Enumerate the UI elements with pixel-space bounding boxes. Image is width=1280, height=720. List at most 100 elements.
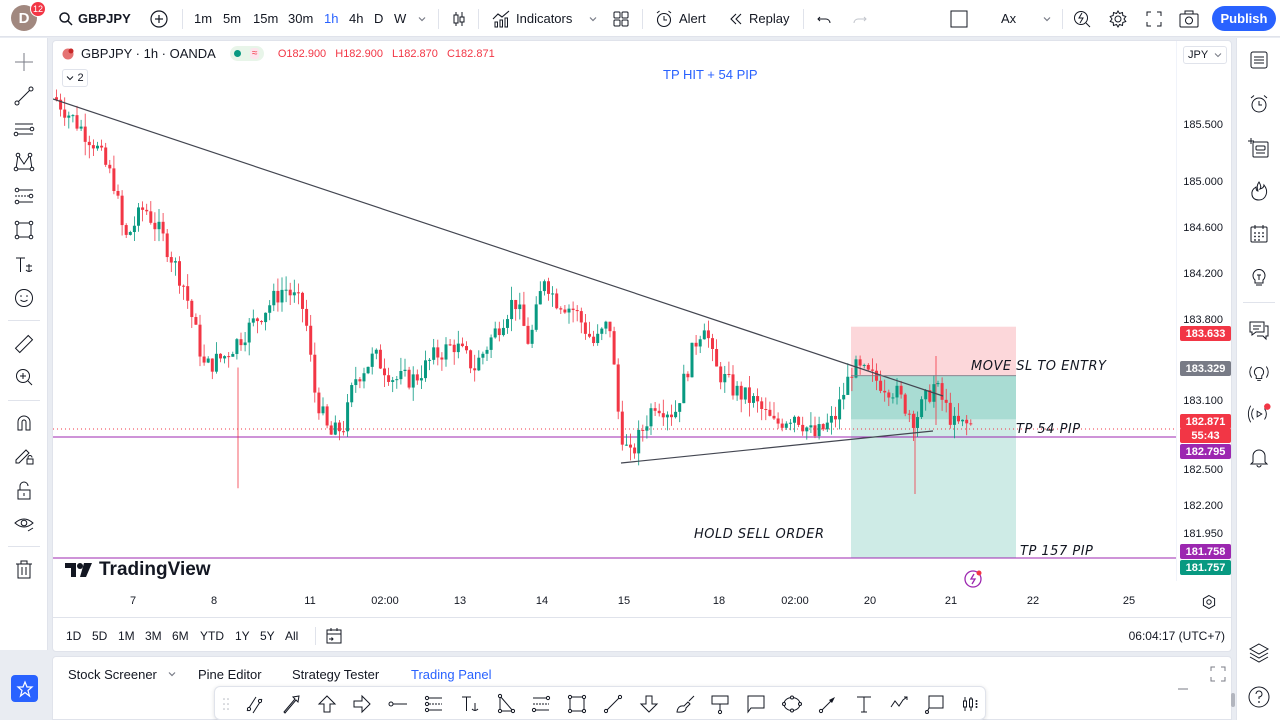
live-streams-button[interactable] (1247, 402, 1271, 426)
indicators-dropdown[interactable] (588, 0, 598, 37)
text-tool[interactable] (852, 692, 876, 716)
tp54-annotation[interactable]: TP 54 PIP (1016, 422, 1081, 437)
alerts-button[interactable] (1247, 92, 1271, 116)
indicators-button[interactable]: Indicators (491, 0, 572, 37)
fullscreen-button[interactable] (1145, 0, 1163, 37)
anchored-text-tool[interactable] (458, 692, 482, 716)
object-tree-button[interactable] (1247, 136, 1271, 160)
interval-15m[interactable]: 15m (253, 11, 279, 26)
stop-loss-zone[interactable] (851, 326, 1016, 376)
interval-1m[interactable]: 1m (194, 11, 213, 26)
interval-5m[interactable]: 5m (223, 11, 242, 26)
pattern-tool[interactable] (12, 150, 36, 174)
events-button[interactable] (963, 568, 985, 590)
tab-trading-panel[interactable]: Trading Panel (411, 667, 492, 682)
zoom-in-tool[interactable] (12, 365, 36, 389)
interval-1h[interactable]: 1h (324, 11, 339, 26)
maximize-panel-button[interactable] (1209, 665, 1227, 683)
remove-drawings-tool[interactable] (12, 558, 36, 582)
currency-select[interactable]: JPY (1183, 46, 1227, 64)
layout-dropdown[interactable] (1042, 0, 1052, 37)
stay-in-drawing-mode-tool[interactable] (12, 444, 36, 468)
price-axis[interactable]: JPY 185.500 185.000 184.600 184.200 183.800 1… (1176, 41, 1231, 581)
tradingview-logo[interactable]: TradingView (65, 559, 211, 581)
crosshair-tool[interactable] (12, 50, 36, 74)
ideas-button[interactable] (1247, 265, 1271, 289)
replay-button[interactable]: Replay (728, 0, 789, 37)
trendline-tool[interactable] (12, 84, 36, 108)
settings-button[interactable] (1108, 0, 1128, 37)
arrow-marker-tool[interactable] (279, 692, 303, 716)
range-5y[interactable]: 5Y (260, 629, 275, 643)
minimize-panel-button[interactable] (1176, 677, 1190, 691)
move-sl-annotation[interactable]: MOVE SL TO ENTRY (971, 359, 1107, 374)
clock-timezone[interactable]: 06:04:17 (UTC+7) (1128, 629, 1225, 643)
drag-handle[interactable] (219, 692, 233, 716)
go-to-date-button[interactable] (325, 627, 343, 645)
chats-button[interactable] (1247, 318, 1271, 342)
note-tool[interactable] (923, 692, 947, 716)
alert-button[interactable]: Alert (654, 0, 706, 37)
triangle-pattern-tool[interactable] (494, 692, 518, 716)
layout-name[interactable]: Ax (1001, 0, 1016, 37)
streams-button[interactable] (1247, 361, 1271, 385)
interval-dropdown[interactable] (417, 0, 427, 37)
quick-search-flash-button[interactable] (1072, 0, 1092, 37)
tp157-annotation[interactable]: TP 157 PIP (1020, 544, 1094, 559)
path-tool[interactable] (887, 692, 911, 716)
quick-search-button[interactable] (950, 0, 968, 37)
arrow-line-tool[interactable] (816, 692, 840, 716)
arrow-up-tool[interactable] (315, 692, 339, 716)
measure-tool[interactable] (12, 332, 36, 356)
symbol-search-button[interactable]: GBPJPY (58, 0, 131, 37)
magnet-tool[interactable] (12, 411, 36, 435)
range-1y[interactable]: 1Y (235, 629, 250, 643)
calendar-button[interactable] (1247, 222, 1271, 246)
price-chart[interactable] (53, 41, 1176, 581)
range-1m[interactable]: 1M (118, 629, 135, 643)
time-axis[interactable]: 7 8 11 02:00 13 14 15 18 02:00 20 21 22 25 (53, 589, 1176, 613)
tab-pine-editor[interactable]: Pine Editor (198, 667, 262, 682)
brush-tool[interactable] (673, 692, 697, 716)
rectangle-tool[interactable] (12, 218, 36, 242)
axis-settings-button[interactable] (1201, 594, 1217, 610)
range-ytd[interactable]: YTD (200, 629, 224, 643)
range-1d[interactable]: 1D (66, 629, 82, 643)
range-3m[interactable]: 3M (145, 629, 162, 643)
panel-scrollbar[interactable] (1231, 693, 1235, 707)
fib-retracement-tool[interactable] (529, 692, 553, 716)
layers-button[interactable] (1247, 641, 1271, 665)
compare-symbol-button[interactable] (149, 0, 169, 37)
lock-drawings-tool[interactable] (12, 479, 36, 503)
indicators-collapse-button[interactable]: 2 (62, 69, 88, 87)
range-5d[interactable]: 5D (92, 629, 108, 643)
tab-stock-screener[interactable]: Stock Screener (68, 667, 177, 682)
layouts-button[interactable] (612, 0, 630, 37)
range-6m[interactable]: 6M (172, 629, 189, 643)
ellipse-tool[interactable] (780, 692, 804, 716)
range-all[interactable]: All (285, 629, 299, 643)
parallel-channel-tool[interactable] (243, 692, 267, 716)
interval-30m[interactable]: 30m (288, 11, 314, 26)
flag-marker-tool[interactable] (708, 692, 732, 716)
ascending-trendline[interactable] (620, 430, 934, 464)
text-tool[interactable] (12, 253, 36, 277)
series-title[interactable]: GBPJPY · 1h · OANDA (81, 46, 216, 61)
arrow-down-tool[interactable] (637, 692, 661, 716)
arrow-right-tool[interactable] (350, 692, 374, 716)
emoji-tool[interactable] (12, 286, 36, 310)
screenshot-button[interactable] (1179, 0, 1199, 37)
publish-button[interactable]: Publish (1212, 6, 1276, 31)
trendline-tool[interactable] (601, 692, 625, 716)
chart-pane[interactable]: GBPJPY · 1h · OANDA ≈ O182.900 H182.900 … (52, 40, 1232, 652)
market-status[interactable]: ≈ (229, 46, 264, 61)
hold-sell-annotation[interactable]: HOLD SELL ORDER (694, 527, 825, 542)
horizontal-ray-tool[interactable] (386, 692, 410, 716)
interval-w[interactable]: W (394, 11, 407, 26)
interval-4h[interactable]: 4h (349, 11, 364, 26)
watchlist-button[interactable] (1247, 48, 1271, 72)
hide-drawings-tool[interactable] (12, 512, 36, 536)
help-button[interactable] (1247, 685, 1271, 709)
redo-button[interactable] (852, 0, 868, 37)
fib-tool[interactable] (12, 184, 36, 208)
